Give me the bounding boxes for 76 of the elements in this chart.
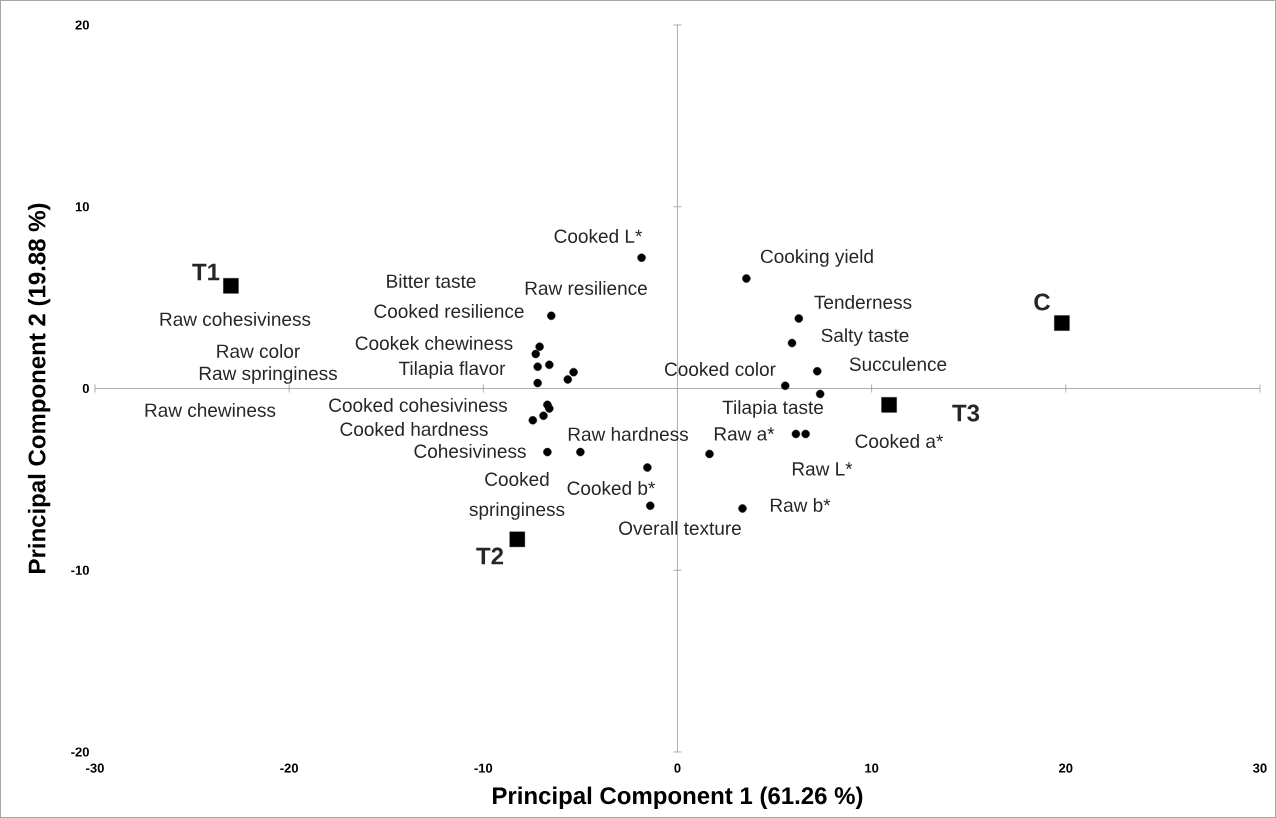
point xyxy=(1054,315,1070,331)
point xyxy=(547,311,556,320)
point xyxy=(815,389,825,399)
y-tick-label: 0 xyxy=(82,383,89,394)
point xyxy=(813,367,822,376)
point xyxy=(637,253,646,262)
annotation: Cookek chewiness xyxy=(355,336,513,350)
annotation: Cooked xyxy=(485,472,549,486)
point xyxy=(539,411,548,420)
point xyxy=(569,367,578,377)
annotation: Succulence xyxy=(849,357,947,371)
x-axis-title: Principal Component 1 (61.26 %) xyxy=(493,786,863,809)
x-tick-label: 10 xyxy=(865,763,879,773)
y-axis-title: Principal Component 2 (19.88 %) xyxy=(27,203,51,573)
annotation: T3 xyxy=(952,404,980,422)
point xyxy=(643,463,652,472)
y-tick-label: -20 xyxy=(71,747,89,757)
x-tick-label: -30 xyxy=(86,763,104,773)
annotation: Raw resilience xyxy=(525,281,647,295)
point xyxy=(543,447,552,457)
point xyxy=(881,397,897,413)
y-tick-label: 20 xyxy=(75,20,89,30)
annotation: Cooked resilience xyxy=(374,304,524,318)
x-tick-label: 0 xyxy=(674,763,681,773)
point xyxy=(646,501,655,510)
annotation: Raw color xyxy=(217,344,300,358)
annotation: Cooking yield xyxy=(760,249,873,267)
annotation: Raw chewiness xyxy=(145,403,276,417)
point xyxy=(738,504,747,513)
annotation: Cooked b* xyxy=(567,481,656,495)
annotation: Tilapia flavor xyxy=(398,361,506,379)
point xyxy=(533,362,542,371)
x-tick-label: -10 xyxy=(474,763,493,773)
annotation: Salty taste xyxy=(821,328,909,346)
y-tick-label: 10 xyxy=(75,202,89,212)
annotation: T2 xyxy=(476,547,504,565)
point xyxy=(528,416,538,425)
point xyxy=(576,447,585,457)
annotation: Cooked hardness xyxy=(340,422,488,436)
annotation: Raw springiness xyxy=(199,366,337,384)
point xyxy=(742,274,751,283)
y-tick-label: -10 xyxy=(71,565,89,575)
point xyxy=(787,338,797,348)
annotation: Cohesiviness xyxy=(414,444,526,458)
annotation: springiness xyxy=(469,502,565,520)
point xyxy=(545,404,554,413)
point xyxy=(223,278,239,294)
annotation: T1 xyxy=(192,263,220,281)
point xyxy=(531,349,540,359)
annotation: Raw cohesiviness xyxy=(160,312,311,326)
annotation: Raw b* xyxy=(770,498,831,512)
point xyxy=(705,449,714,459)
point xyxy=(509,531,525,548)
x-tick-label: 30 xyxy=(1252,763,1267,773)
annotation: Raw a* xyxy=(714,427,775,441)
annotation: C xyxy=(1034,293,1051,311)
point xyxy=(563,375,572,384)
annotation: Raw L* xyxy=(792,462,853,476)
x-tick-label: 20 xyxy=(1059,763,1073,773)
point xyxy=(781,381,790,390)
point xyxy=(545,360,554,370)
annotation: Tenderness xyxy=(814,295,912,309)
point xyxy=(794,314,804,323)
annotation: Overall texture xyxy=(619,521,741,535)
annotation: Cooked a* xyxy=(855,434,944,448)
annotation: Cooked L* xyxy=(554,229,643,243)
annotation: Raw hardness xyxy=(568,427,689,441)
point xyxy=(791,429,801,439)
point xyxy=(535,342,544,351)
point xyxy=(533,378,542,388)
x-tick-label: -20 xyxy=(280,763,299,773)
point xyxy=(801,429,810,439)
annotation: Bitter taste xyxy=(387,274,476,288)
annotation: Tilapia taste xyxy=(722,400,824,418)
annotation: Cooked cohesiviness xyxy=(329,398,508,412)
annotation: Cooked color xyxy=(664,362,776,376)
